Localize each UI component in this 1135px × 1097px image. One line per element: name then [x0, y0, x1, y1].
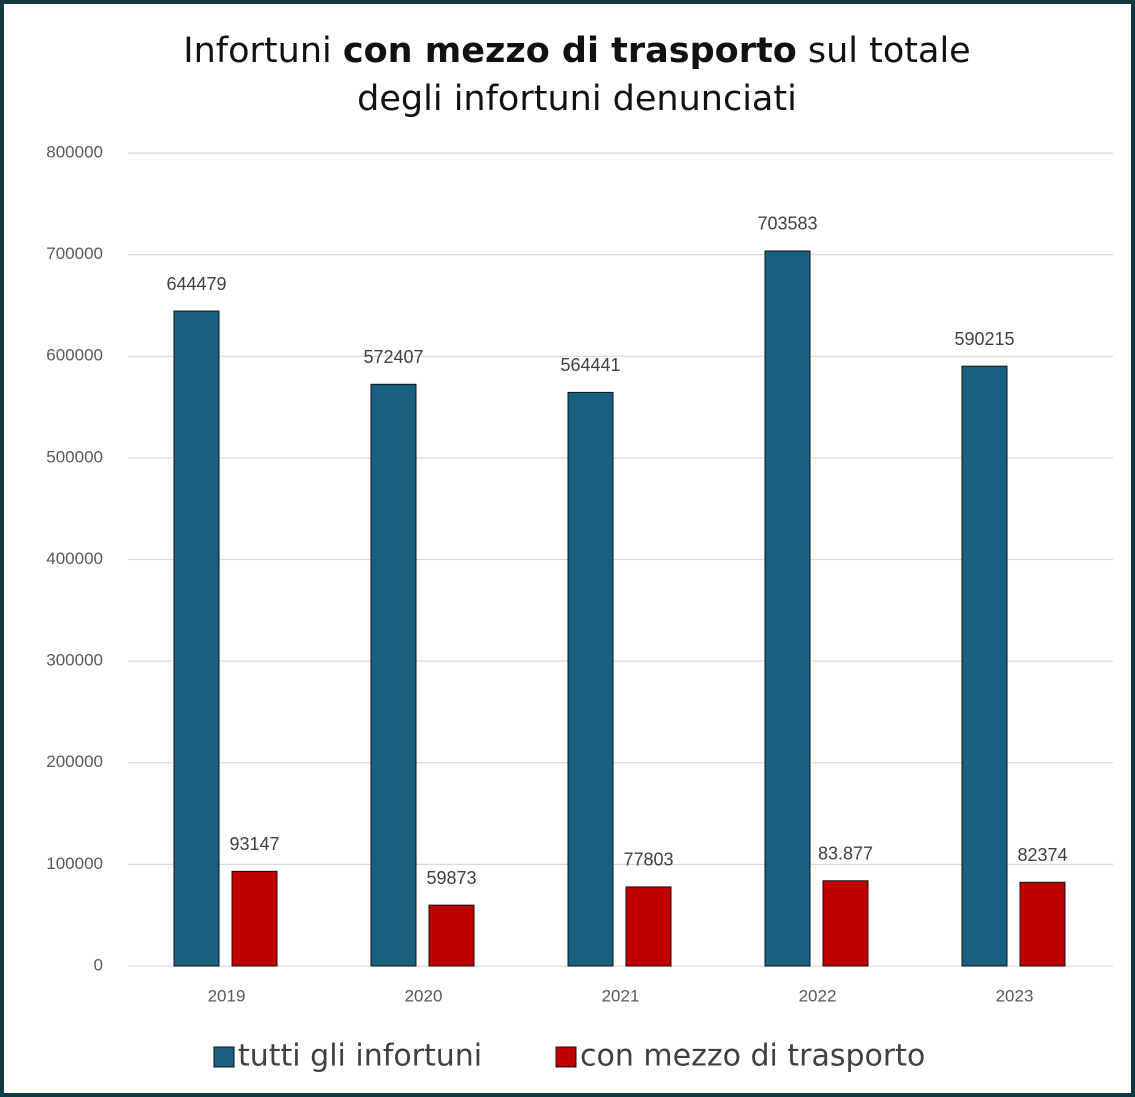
title-part: con mezzo di trasporto — [343, 31, 797, 71]
data-label: 590215 — [954, 329, 1014, 349]
x-tick-label: 2019 — [208, 986, 246, 1005]
title-part: sul totale — [797, 31, 971, 71]
legend-label: con mezzo di trasporto — [580, 1039, 925, 1074]
chart-title: Infortuni con mezzo di trasporto sul tot… — [183, 31, 970, 71]
x-tick-label: 2023 — [996, 986, 1034, 1005]
bar — [428, 904, 475, 967]
data-label: 564441 — [560, 355, 620, 375]
data-label: 644479 — [166, 274, 226, 294]
bar — [961, 365, 1008, 967]
y-tick-label: 300000 — [46, 651, 103, 670]
legend-label: tutti gli infortuni — [238, 1039, 482, 1074]
y-tick-label: 500000 — [46, 447, 103, 466]
bar — [370, 383, 417, 967]
bar — [567, 391, 614, 967]
y-tick-label: 100000 — [46, 854, 103, 873]
y-tick-label: 600000 — [46, 346, 103, 365]
title-part: Infortuni — [183, 31, 343, 71]
data-label: 572407 — [363, 347, 423, 367]
x-tick-label: 2022 — [799, 986, 837, 1005]
legend-swatch — [213, 1046, 235, 1068]
title-part: degli infortuni denunciati — [357, 79, 797, 119]
y-tick-label: 200000 — [46, 752, 103, 771]
legend-swatch — [555, 1046, 577, 1068]
data-label: 83.877 — [818, 844, 873, 864]
bar — [173, 310, 220, 967]
x-tick-label: 2020 — [405, 986, 443, 1005]
y-tick-label: 800000 — [46, 142, 103, 161]
y-tick-label: 400000 — [46, 549, 103, 568]
y-tick-label: 700000 — [46, 244, 103, 263]
data-label: 93147 — [229, 834, 279, 854]
bar — [231, 870, 278, 967]
data-label: 59873 — [426, 868, 476, 888]
bar — [822, 880, 869, 967]
x-tick-label: 2021 — [602, 986, 640, 1005]
data-label: 703583 — [757, 214, 817, 234]
bar — [625, 886, 672, 967]
chart-title: degli infortuni denunciati — [357, 79, 797, 119]
bar — [1019, 881, 1066, 967]
data-label: 77803 — [623, 850, 673, 870]
y-tick-label: 0 — [94, 955, 103, 974]
data-label: 82374 — [1017, 845, 1067, 865]
bar — [764, 250, 811, 967]
